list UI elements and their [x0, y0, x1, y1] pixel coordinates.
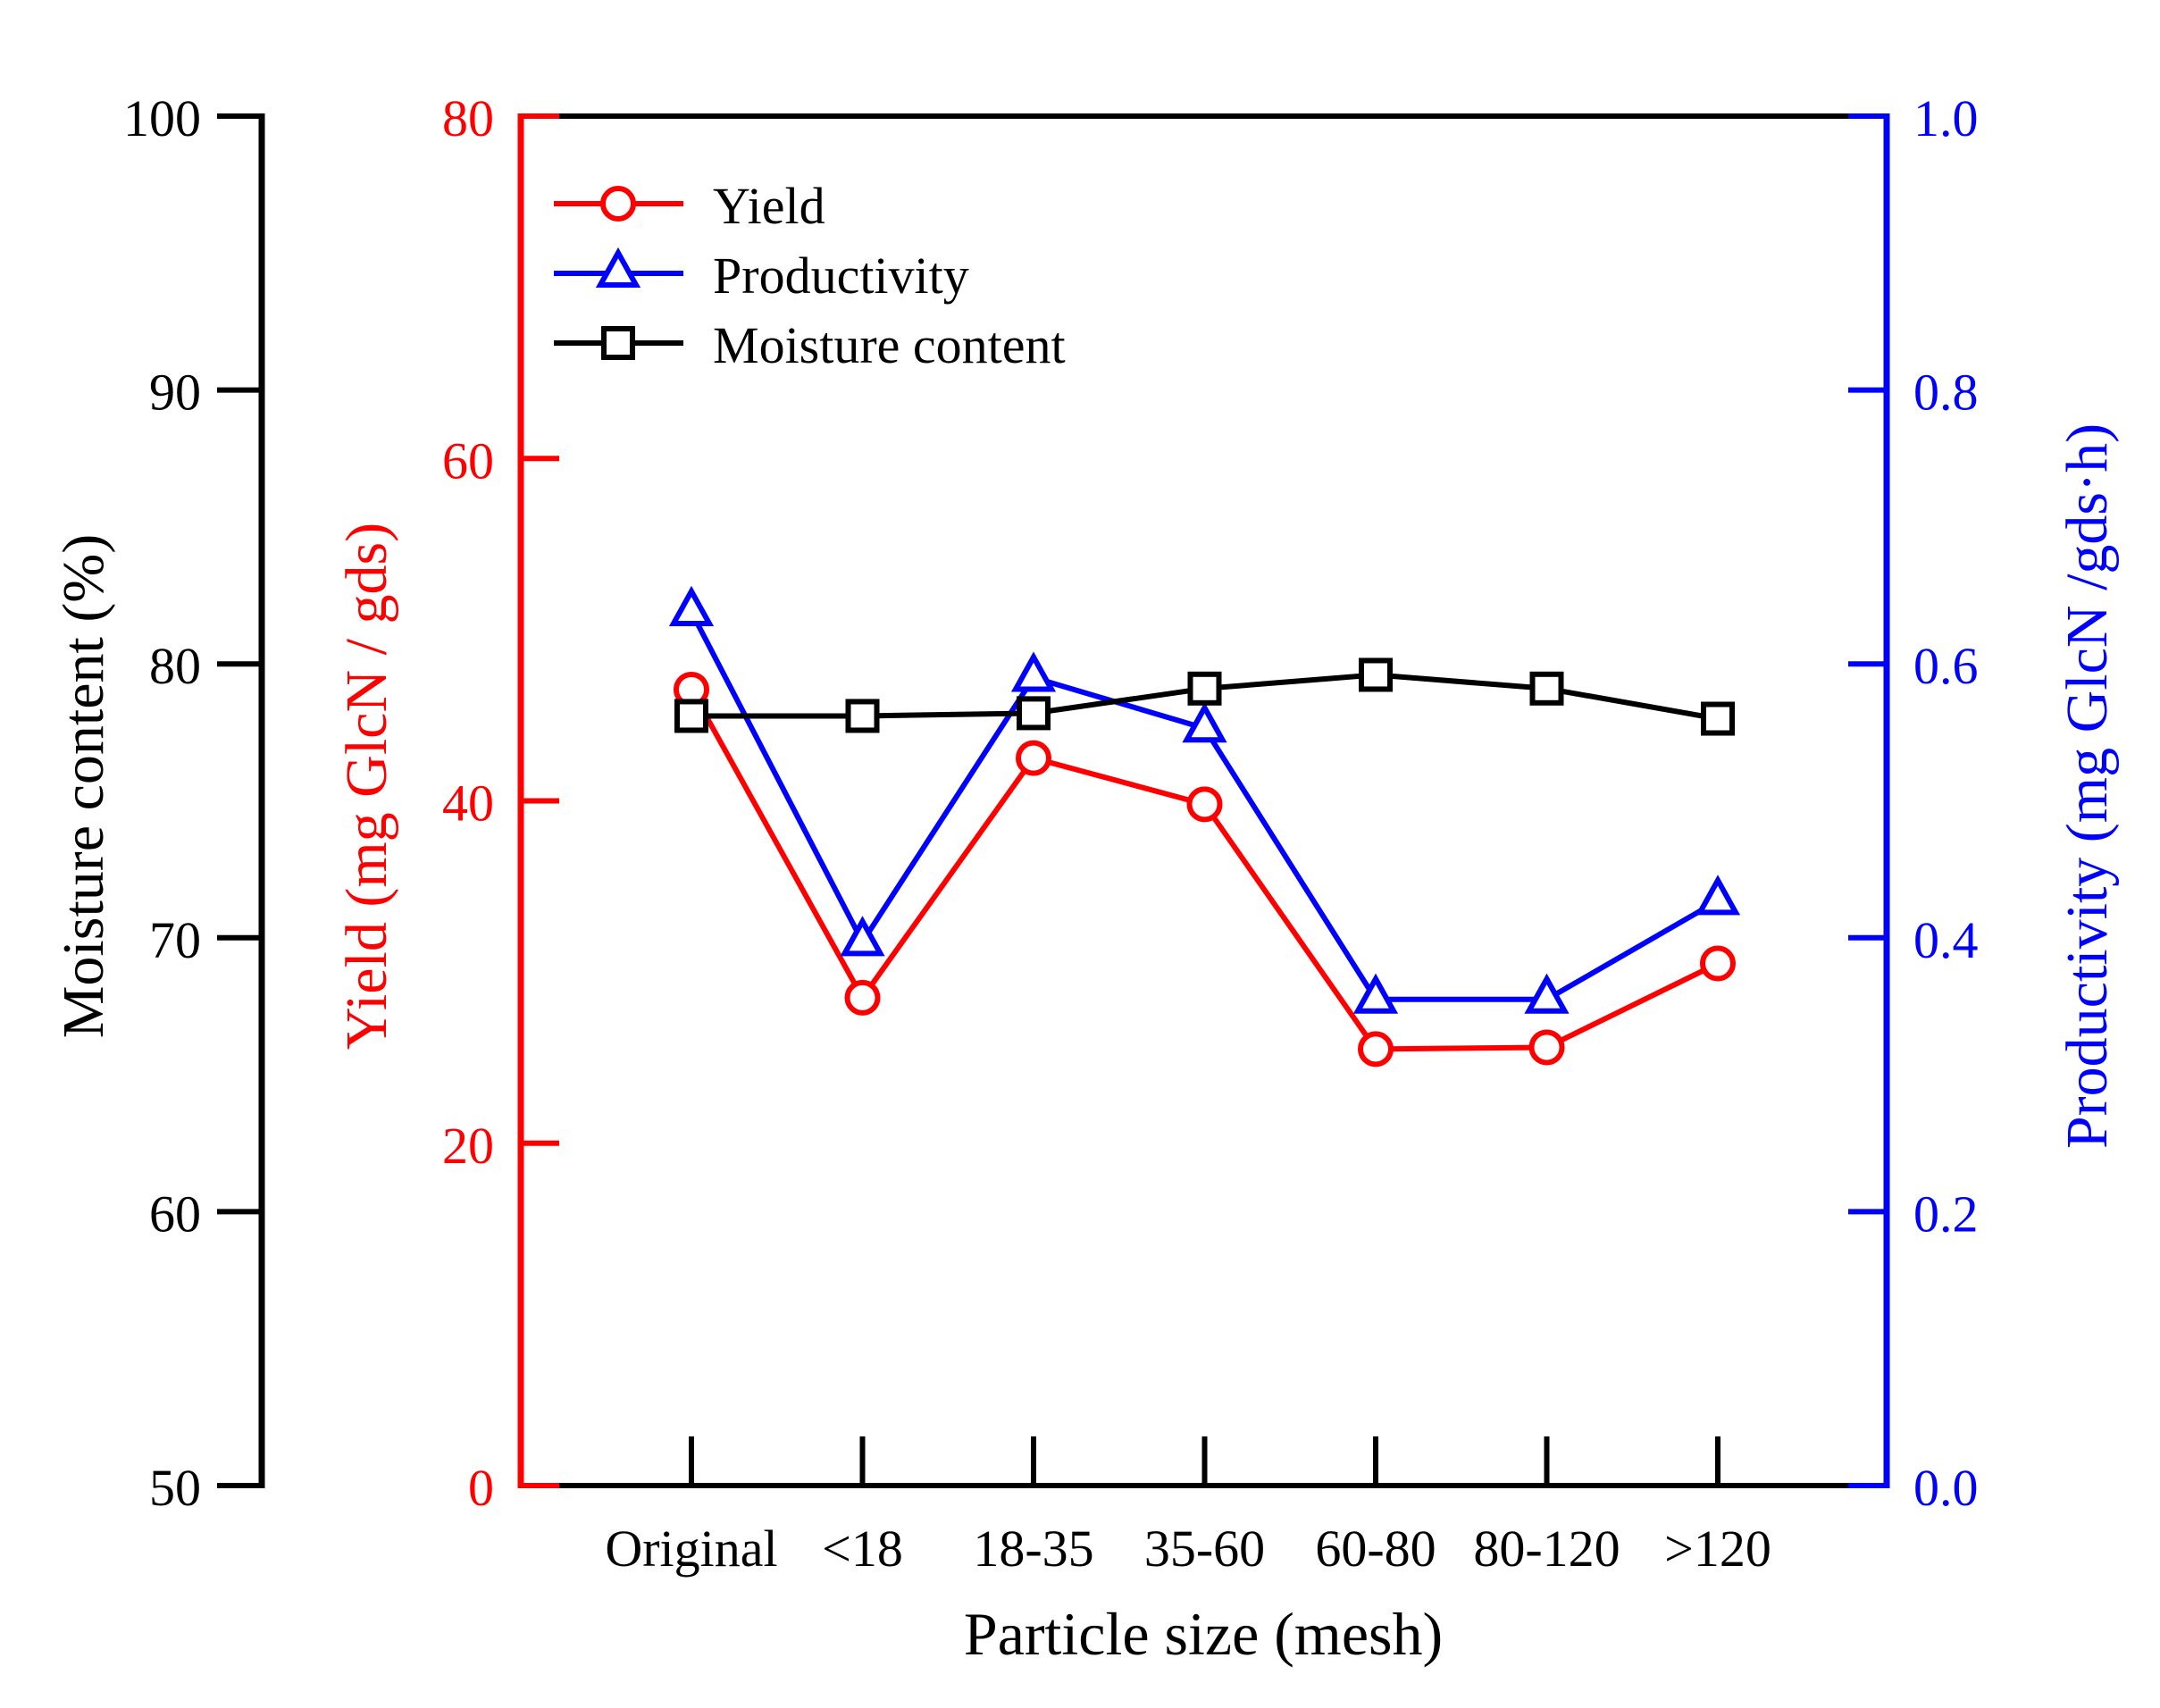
moisture-content-data-point [1701, 701, 1735, 736]
x-axis-title: Particle size (mesh) [964, 1600, 1443, 1668]
moisture-tick-label: 90 [149, 364, 201, 422]
x-tick-label: Original [605, 1520, 777, 1578]
yield-data-point [844, 979, 881, 1016]
moisture-content-data-point [1359, 657, 1393, 692]
productivity-data-point [840, 916, 885, 957]
productivity-tick-label: 0.6 [1913, 637, 1979, 695]
x-tick-label: <18 [822, 1520, 903, 1578]
moisture-tick-label: 60 [149, 1185, 201, 1243]
x-tick-label: 35-60 [1144, 1520, 1265, 1578]
legend-moisture-content-marker [601, 326, 635, 360]
productivity-data-point [1182, 702, 1227, 743]
legend-productivity-label: Productivity [713, 247, 969, 305]
legend-yield-marker [600, 186, 636, 222]
moisture-content-data-point [845, 699, 880, 733]
yield-tick-label: 60 [442, 431, 494, 490]
moisture-content-data-point [1529, 671, 1564, 706]
x-tick-label: 18-35 [973, 1520, 1093, 1578]
yield-data-point [1358, 1031, 1394, 1068]
moisture-tick-label: 70 [149, 911, 201, 969]
productivity-data-point [1352, 973, 1399, 1014]
productivity-data-point [1010, 651, 1057, 692]
legend-yield-label: Yield [713, 177, 825, 235]
moisture-axis-title: Moisture content (%) [51, 534, 116, 1039]
productivity-tick-label: 0.8 [1913, 364, 1979, 422]
moisture-content-data-point [1017, 696, 1051, 731]
moisture-tick-label: 50 [149, 1459, 201, 1517]
yield-data-point [1528, 1029, 1565, 1066]
moisture-tick-label: 80 [149, 637, 201, 695]
yield-axis-title: Yield (mg GlcN / gds) [334, 523, 399, 1050]
productivity-data-point [1695, 875, 1741, 916]
yield-tick-label: 80 [442, 89, 494, 147]
legend-productivity-marker [595, 247, 641, 288]
moisture-tick-label: 100 [123, 89, 201, 147]
productivity-tick-label: 0.2 [1913, 1185, 1979, 1243]
productivity-tick-label: 0.4 [1913, 911, 1979, 969]
yield-data-point [1016, 740, 1051, 776]
yield-tick-label: 20 [442, 1117, 494, 1175]
yield-data-point [1700, 945, 1736, 982]
productivity-tick-label: 0.0 [1913, 1459, 1979, 1517]
chart-marks: 50 60 70 80 90 100 0 20 40 60 80 0.0 0.2 0.4 0.6 0.8 1.0… [123, 89, 1979, 1578]
yield-tick-label: 0 [468, 1459, 494, 1517]
x-tick-label: >120 [1664, 1520, 1771, 1578]
x-tick-label: 60-80 [1315, 1520, 1436, 1578]
x-tick-label: 80-120 [1473, 1520, 1620, 1578]
moisture-content-data-point [674, 699, 708, 733]
legend-moisture-content-label: Moisture content [713, 316, 1066, 374]
productivity-axis-title: Productivity (mg GlcN /gds·h) [2055, 423, 2120, 1149]
productivity-tick-label: 1.0 [1913, 89, 1979, 147]
productivity-data-point [1524, 973, 1570, 1014]
productivity-data-point [668, 585, 715, 626]
yield-tick-label: 40 [442, 774, 494, 833]
moisture-content-data-point [1187, 671, 1222, 706]
yield-data-point [1186, 786, 1223, 823]
